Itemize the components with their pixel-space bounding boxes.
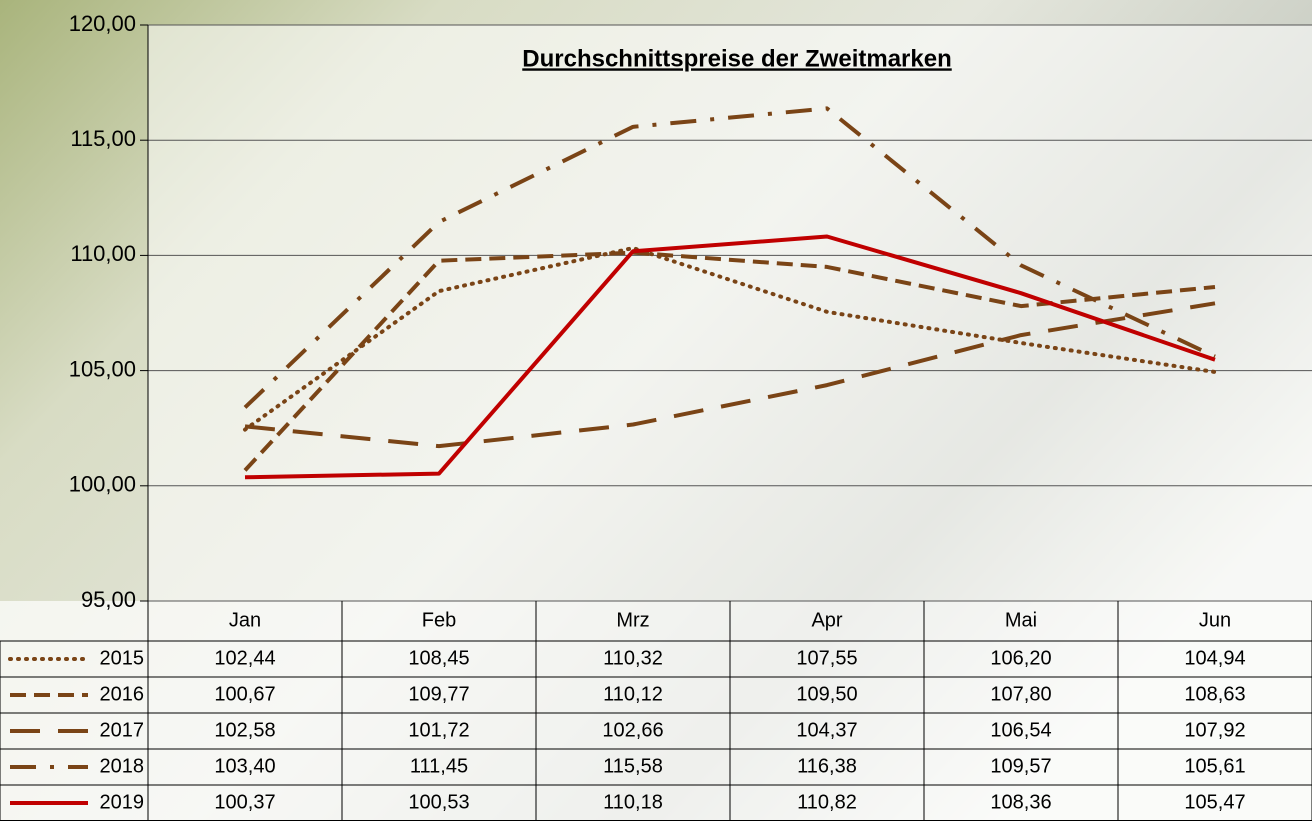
lines [243, 106, 1217, 480]
table-cell: 108,45 [408, 647, 469, 669]
y-tick-label: 100,00 [69, 472, 136, 497]
chart-title: Durchschnittspreise der Zweitmarken [522, 45, 951, 72]
table-cell: 108,36 [990, 791, 1051, 813]
table-cell: 106,20 [990, 647, 1051, 669]
y-tick-label: 105,00 [69, 356, 136, 381]
table-cell: 100,67 [214, 683, 275, 705]
table-cell: 107,92 [1184, 719, 1245, 741]
series-line [243, 246, 1217, 432]
y-tick-label: 115,00 [70, 126, 136, 151]
table-cell: 107,55 [796, 647, 857, 669]
table-cell: 110,18 [603, 791, 663, 813]
data-table: Jan Feb Mrz Apr Mai Jun 2015 102,44 108,45 110,32… [0, 601, 1312, 821]
legend-label: 2019 [100, 791, 145, 813]
series-line [243, 250, 1216, 472]
x-tick-label: Feb [422, 609, 456, 631]
table-cell: 105,47 [1184, 791, 1245, 813]
table-cell: 110,82 [797, 791, 857, 813]
table-cell: 102,58 [214, 719, 275, 741]
table-cell: 103,40 [214, 755, 275, 777]
table-cell: 102,66 [602, 719, 663, 741]
y-tick-label: 120,00 [69, 11, 136, 36]
series-line [243, 106, 1216, 409]
x-tick-label: Jun [1199, 609, 1231, 631]
legend-label: 2015 [100, 647, 145, 669]
table-cell: 111,45 [410, 755, 468, 777]
table-area [0, 601, 1312, 821]
table-cell: 102,44 [214, 647, 275, 669]
y-tick-label: 95,00 [81, 587, 136, 612]
table-cell: 110,32 [603, 647, 663, 669]
table-cell: 115,58 [603, 755, 663, 777]
table-cell: 100,53 [408, 791, 469, 813]
table-cell: 101,72 [408, 719, 469, 741]
legend-label: 2016 [100, 683, 145, 705]
x-tick-label: Jan [229, 609, 261, 631]
legend-label: 2017 [100, 719, 145, 741]
plot-area [148, 25, 1312, 601]
table-cell: 109,57 [990, 755, 1051, 777]
x-tick-label: Apr [811, 609, 842, 631]
series-line [244, 234, 1216, 480]
table-cell: 116,38 [797, 755, 857, 777]
table-cell: 107,80 [990, 683, 1051, 705]
table-cell: 104,94 [1184, 647, 1245, 669]
table-cell: 110,12 [603, 683, 663, 705]
table-cell: 109,77 [408, 683, 469, 705]
x-tick-label: Mrz [616, 609, 649, 631]
table-cell: 105,61 [1184, 755, 1245, 777]
table-cell: 106,54 [990, 719, 1051, 741]
table-cell: 109,50 [796, 683, 857, 705]
y-tick-label: 110,00 [70, 241, 136, 266]
series-line [244, 301, 1216, 449]
x-tick-label: Mai [1005, 609, 1037, 631]
legend-label: 2018 [100, 755, 145, 777]
table-cell: 108,63 [1184, 683, 1245, 705]
table-cell: 104,37 [796, 719, 857, 741]
table-cell: 100,37 [214, 791, 275, 813]
grid: 95,00 100,00 105,00 110,00 115,00 120,00 [69, 11, 1312, 612]
